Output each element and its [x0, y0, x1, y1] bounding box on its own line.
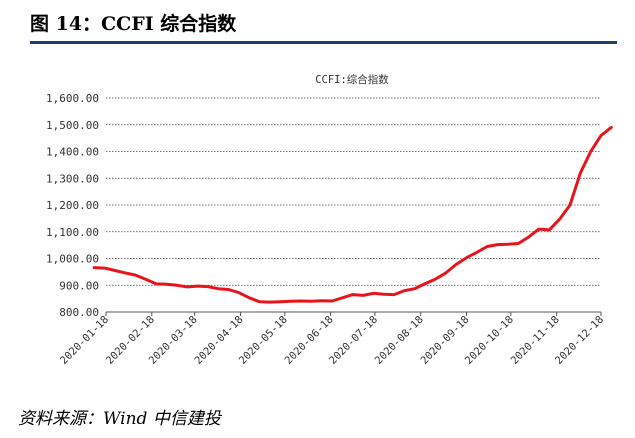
- y-tick-label: 800.00: [59, 306, 99, 319]
- y-tick-label: 900.00: [59, 279, 99, 292]
- y-axis-tick-labels: 800.00 900.00 1,000.00 1,100.00 1,200.00 1,30…: [46, 92, 99, 319]
- y-tick-label: 1,000.00: [46, 253, 99, 266]
- series-line-ccfi: [92, 125, 613, 304]
- source-note: 资料来源：Wind 中信建投: [18, 409, 221, 429]
- chart-title: CCFI:综合指数: [315, 73, 389, 86]
- y-tick-label: 1,500.00: [46, 119, 99, 132]
- y-tick-label: 1,300.00: [46, 172, 99, 185]
- y-tick-label: 1,100.00: [46, 226, 99, 239]
- y-tick-label: 1,200.00: [46, 199, 99, 212]
- figure-title: 图 14：CCFI 综合指数: [30, 13, 237, 35]
- title-rule: [30, 41, 617, 44]
- series-layer: [92, 125, 613, 304]
- x-axis-tick-labels: 2020-01-182020-02-182020-03-182020-04-18…: [58, 312, 606, 367]
- y-tick-label: 1,600.00: [46, 92, 99, 105]
- grid-lines: [106, 97, 601, 313]
- y-tick-label: 1,400.00: [46, 146, 99, 159]
